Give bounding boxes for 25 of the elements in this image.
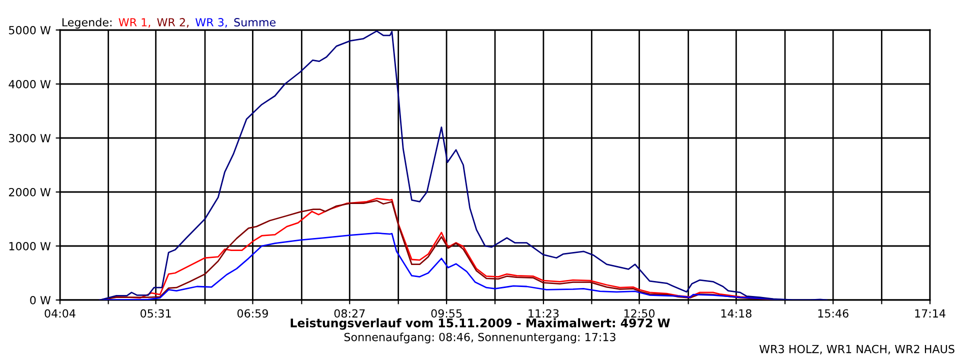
y-tick-label: 4000 W [8, 80, 51, 88]
y-tick-label: 0 W [30, 296, 51, 304]
x-tick-label: 12:50 [624, 309, 655, 318]
text: WR 1, [118, 18, 150, 28]
x-tick-label: 11:23 [528, 309, 559, 318]
y-tick-label: 3000 W [9, 134, 51, 142]
text: Sonnenaufgang: 08:46, Sonnenuntergang: 17:13 [344, 332, 616, 344]
text: WR 3, [196, 18, 227, 28]
y-tick-label: 5000 W [9, 26, 51, 34]
x-tick-label: 04:04 [44, 309, 76, 318]
text: Leistungsverlauf vom 15.11.2009 - Maximalwert: 4972 W [290, 318, 670, 330]
x-tick-label: 14:18 [721, 309, 752, 318]
x-tick-label: 08:27 [334, 309, 365, 318]
text: WR 2, [157, 18, 188, 28]
legend-title: Legende: [62, 18, 112, 29]
text: Summe [234, 18, 276, 26]
y-tick-label: 1000 W [9, 242, 51, 250]
line-series [99, 30, 828, 300]
x-tick-label: 06:59 [237, 309, 268, 318]
y-tick-label: 2000 W [8, 188, 51, 196]
x-tick-label: 15:46 [818, 309, 848, 318]
x-tick-label: 09:55 [431, 309, 462, 318]
text: WR3 HOLZ, WR1 NACH, WR2 HAUS [759, 344, 954, 354]
x-tick-label: 17:14 [915, 309, 946, 318]
x-tick-label: 05:31 [140, 309, 171, 318]
